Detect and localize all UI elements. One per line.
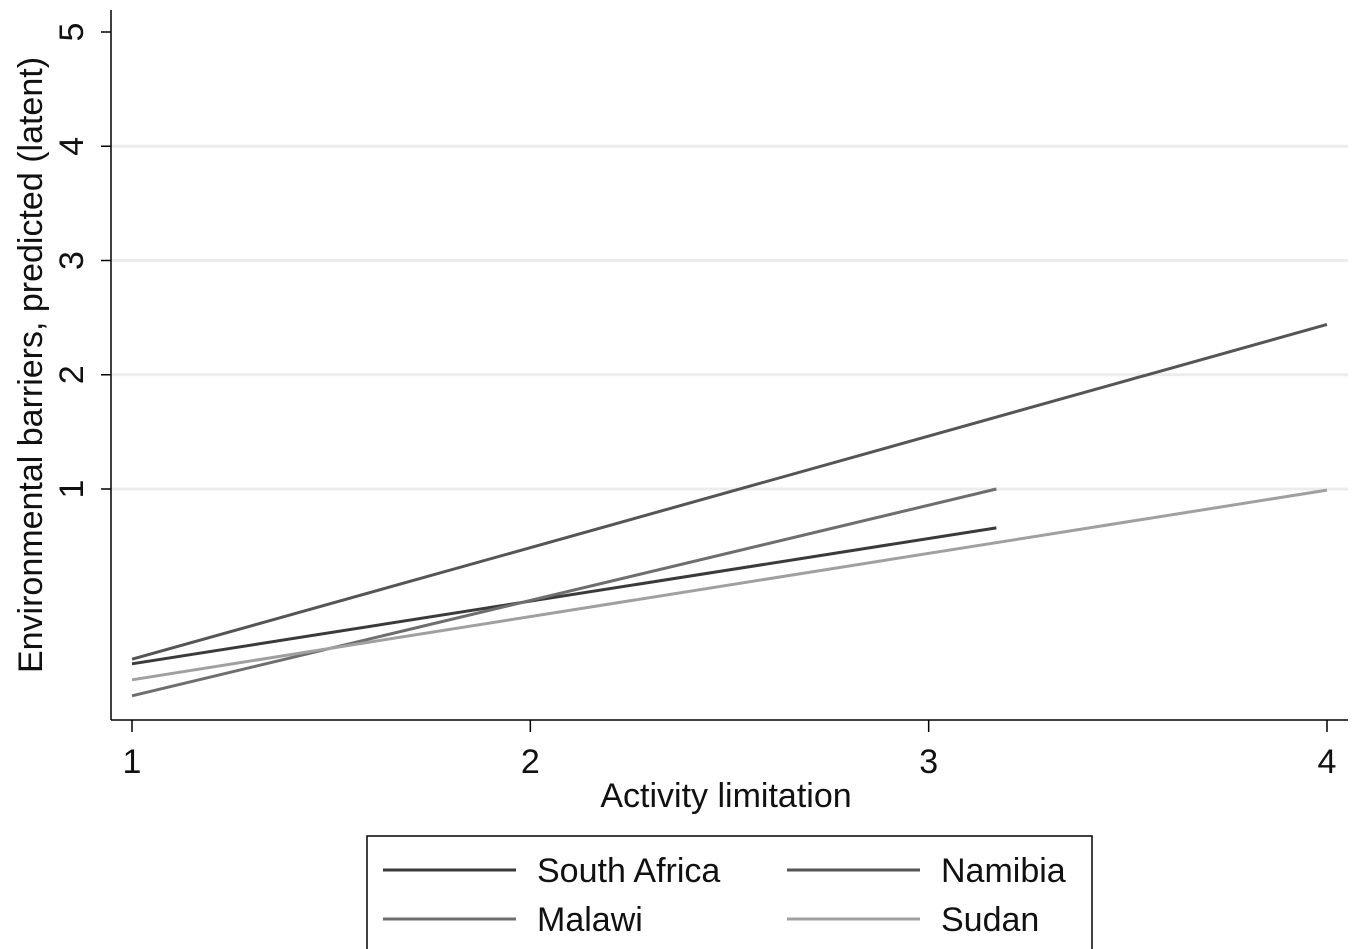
series-line-malawi [131,487,997,698]
legend-label-malawi: Malawi [537,901,643,939]
series-line-south-africa [131,526,997,666]
series-lines [131,323,1328,698]
y-tick-label: 2 [53,365,91,384]
y-ticks: 1 2 3 4 5 [53,23,111,499]
legend-box [366,835,1093,949]
series-line-namibia [131,323,1328,661]
x-axis-title: Activity limitation [600,777,851,815]
legend-label-sudan: Sudan [941,901,1039,939]
legend-entries: South Africa Namibia Malawi Sudan [383,852,1066,939]
x-tick-label: 1 [123,743,142,781]
x-tick-label: 4 [1318,743,1337,781]
y-tick-label: 5 [53,23,91,42]
series-line-sudan [131,488,1328,682]
legend-label-south-africa: South Africa [537,852,720,890]
x-tick-label: 2 [521,743,540,781]
x-tick-label: 3 [919,743,938,781]
legend: South Africa Namibia Malawi Sudan [366,835,1093,949]
legend-label-namibia: Namibia [941,852,1066,890]
gridlines [112,144,1348,491]
y-tick-label: 4 [53,137,91,156]
y-tick-label: 3 [53,251,91,270]
x-ticks: 1 2 3 4 [123,720,1337,781]
y-axis-title: Environmental barriers, predicted (laten… [12,57,50,673]
y-tick-label: 1 [53,480,91,499]
